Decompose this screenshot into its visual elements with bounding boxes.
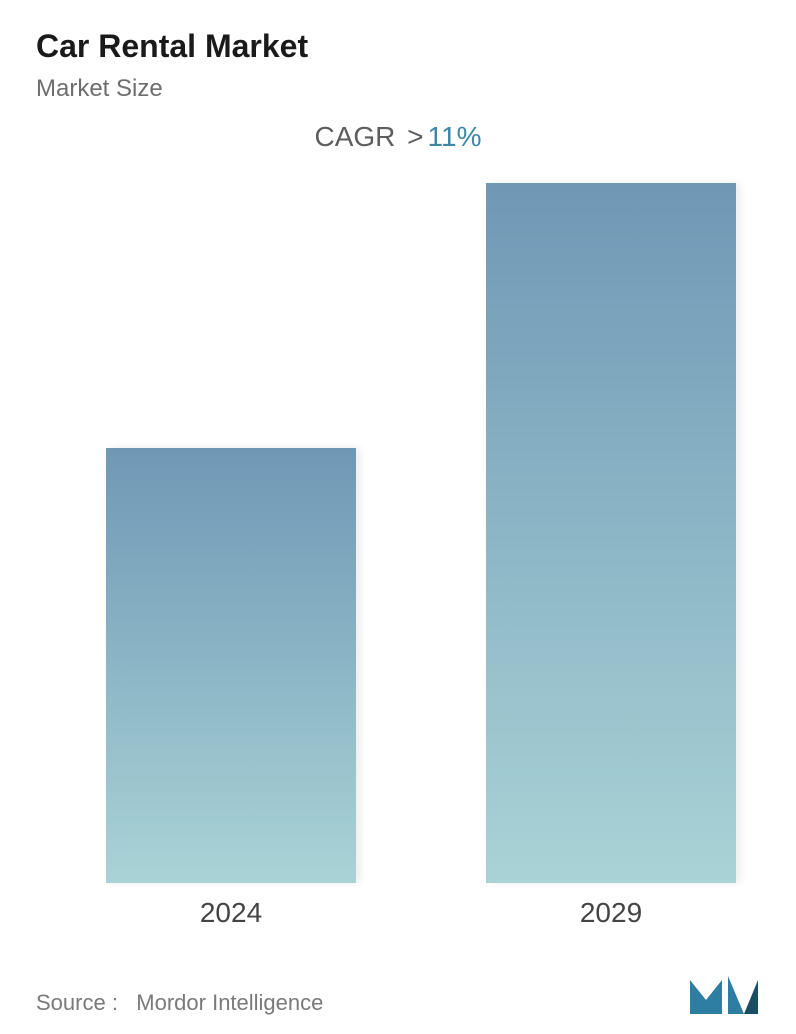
source-attribution: Source : Mordor Intelligence — [36, 990, 323, 1016]
x-axis-label-2029: 2029 — [580, 897, 642, 929]
mordor-logo-icon — [688, 972, 760, 1016]
source-name: Mordor Intelligence — [136, 990, 323, 1015]
source-label: Source : — [36, 990, 118, 1015]
cagr-metric: CAGR >11% — [36, 121, 760, 153]
cagr-operator: > — [407, 121, 423, 152]
bar-2029 — [486, 183, 736, 883]
x-axis-labels: 2024 2029 — [36, 897, 760, 947]
x-axis-label-2024: 2024 — [200, 897, 262, 929]
chart-footer: Source : Mordor Intelligence — [36, 972, 760, 1016]
cagr-value: 11% — [428, 121, 482, 152]
chart-title: Car Rental Market — [36, 28, 760, 65]
chart-subtitle: Market Size — [36, 75, 760, 103]
bar-2024 — [106, 448, 356, 883]
bar-chart — [36, 183, 760, 883]
cagr-label: CAGR — [314, 121, 395, 152]
